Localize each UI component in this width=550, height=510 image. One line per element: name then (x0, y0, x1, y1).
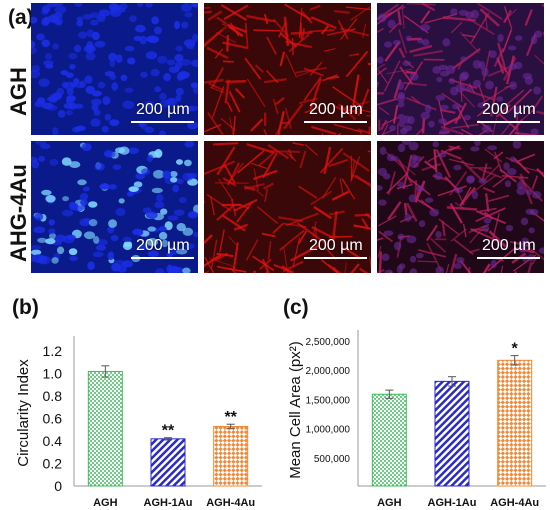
error-bar (226, 423, 235, 430)
scale-bar-label: 200 µm (482, 237, 536, 254)
panel-label-b: (b) (12, 296, 39, 319)
y-tick-label: 1,500,000 (306, 395, 351, 406)
circularity-chart: 0 0.2 0.4 0.6 0.8 1.0 1.2 Circularity Index AGH *… (15, 336, 262, 509)
y-tick-label: 1,000,000 (306, 425, 351, 436)
y-tick-label: 0.6 (43, 411, 63, 427)
x-category-label: AGH-4Au (206, 497, 255, 509)
y-axis-title: Mean Cell Area (px²) (287, 341, 304, 479)
error-bar (101, 365, 110, 378)
panel-label-a: (a) (8, 6, 34, 29)
micrograph-actin-row2: 200 µm (204, 141, 371, 273)
x-category-label: AGH (377, 497, 402, 509)
scale-bar (131, 257, 194, 259)
y-tick-label: 0.2 (43, 456, 63, 472)
x-category-label: AGH (93, 497, 118, 509)
bar-agh-4au (497, 359, 533, 487)
bar-agh-1au (434, 380, 470, 487)
error-bar (510, 355, 519, 366)
x-category-label: AGH-1Au (144, 497, 193, 509)
panel-label-c: (c) (283, 296, 309, 319)
y-tick-label: 1.2 (43, 343, 63, 359)
micrograph-merged-row1: 200 µm (377, 3, 544, 135)
significance-marker: ** (224, 409, 237, 426)
row-label-agh: AGH (6, 67, 31, 116)
scale-bar (477, 121, 540, 123)
micrograph-merged-row2: 200 µm (377, 141, 544, 273)
significance-marker: ** (162, 423, 175, 440)
y-tick-label: 500,000 (314, 454, 351, 465)
y-tick-label: 0.4 (43, 433, 63, 449)
row-label-ahg-4au: AHG-4Au (6, 164, 31, 262)
error-bar (164, 437, 172, 441)
error-bar (448, 376, 456, 387)
significance-marker: * (512, 341, 519, 358)
y-tick-label: 2,000,000 (306, 366, 351, 377)
bar-agh (87, 370, 123, 487)
scale-bar-label: 200 µm (482, 101, 536, 118)
bar-agh (371, 393, 407, 487)
scale-bar (304, 257, 367, 259)
micrograph-nuclei-row1: 200 µm (31, 3, 198, 135)
scale-bar (131, 121, 194, 123)
x-category-label: AGH-4Au (490, 497, 539, 509)
y-tick-label: 1.0 (43, 366, 63, 382)
x-category-label: AGH-1Au (428, 497, 477, 509)
cell-area-chart: 500,000 1,000,000 1,500,000 2,000,000 2,500,… (287, 330, 546, 509)
y-axis-title: Circularity Index (15, 359, 32, 467)
y-tick-label: 0 (54, 478, 62, 494)
y-tick-label: 0.8 (43, 388, 63, 404)
scale-bar (304, 121, 367, 123)
error-bar (385, 389, 394, 399)
bar-agh-1au (150, 438, 186, 487)
micrograph-nuclei-row2: 200 µm (31, 141, 198, 273)
scale-bar-label: 200 µm (136, 237, 190, 254)
y-tick-label: 2,500,000 (306, 337, 351, 348)
scale-bar (477, 257, 540, 259)
bar-agh-4au (213, 425, 249, 487)
scale-bar-label: 200 µm (309, 237, 363, 254)
micrograph-actin-row1: 200 µm (204, 3, 371, 135)
scale-bar-label: 200 µm (309, 101, 363, 118)
scale-bar-label: 200 µm (136, 101, 190, 118)
